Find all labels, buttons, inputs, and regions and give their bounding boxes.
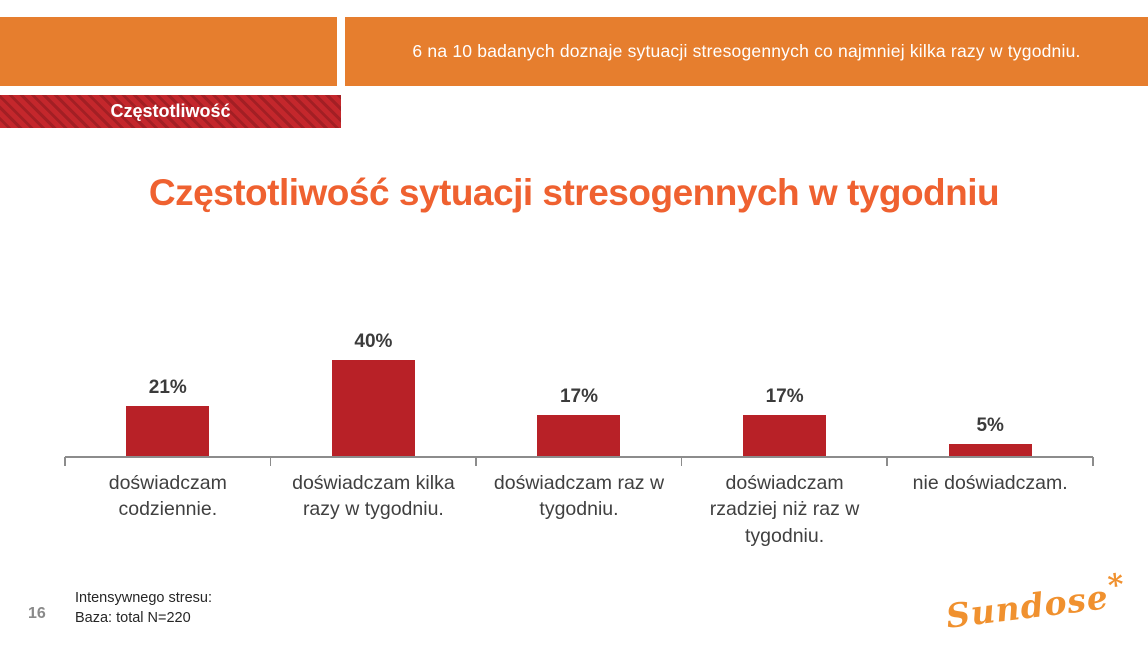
- plot-area: 21% 40% 17% 17% 5%: [65, 320, 1093, 458]
- axis-tick: [269, 457, 272, 466]
- axis-tick: [475, 457, 477, 466]
- banner-text: 6 na 10 badanych doznaje sytuacji streso…: [412, 41, 1081, 61]
- bar-value-label: 40%: [354, 331, 393, 352]
- footnote-line-2: Baza: total N=220: [75, 609, 191, 626]
- bar-value-label: 5%: [976, 415, 1004, 436]
- bar-column: 21%: [65, 377, 271, 456]
- bar-column: 17%: [682, 386, 888, 456]
- sundose-logo: Sundose*: [943, 567, 1129, 636]
- bar-value-label: 17%: [559, 386, 598, 408]
- bar: [331, 360, 415, 456]
- bar: [537, 415, 621, 456]
- ribbon-label: Częstotliwość: [110, 101, 231, 121]
- footnote-line-1: Intensywnego stresu:: [75, 590, 213, 606]
- category-label: doświadczam codziennie.: [108, 472, 227, 521]
- category-label: doświadczam kilka razy w tygodniu.: [292, 472, 455, 521]
- bar-column: 40%: [271, 331, 477, 456]
- bar: [948, 444, 1032, 456]
- bar: [743, 415, 827, 456]
- category-label: doświadczam rzadziej niż raz w tygodniu.: [709, 472, 860, 547]
- axis-tick: [886, 457, 888, 466]
- x-axis-labels: doświadczam codziennie. doświadczam kilka…: [64, 457, 1094, 549]
- bar-value-label: 21%: [148, 376, 187, 398]
- page-number: 16: [28, 605, 46, 622]
- header-left-block: [0, 17, 337, 86]
- category-label: nie doświadczam.: [912, 472, 1068, 494]
- logo-star-icon: *: [1105, 567, 1127, 604]
- chart-title: Częstotliwość sytuacji stresogennych w t…: [148, 172, 1000, 213]
- bar-chart: 21% 40% 17% 17% 5% doświadczam codziennie. do…: [64, 320, 1094, 549]
- logo-text: Sundose: [943, 577, 1111, 636]
- bar-column: 17%: [476, 386, 682, 456]
- section-ribbon: Częstotliwość: [0, 95, 341, 128]
- axis-tick: [680, 457, 683, 466]
- axis-tick: [1092, 457, 1094, 466]
- bar-column: 5%: [887, 415, 1093, 456]
- category-label: doświadczam raz w tygodniu.: [493, 472, 665, 521]
- header-banner: 6 na 10 badanych doznaje sytuacji streso…: [345, 17, 1148, 86]
- bar: [126, 405, 210, 456]
- axis-tick: [64, 457, 66, 466]
- footnote: Intensywnego stresu: Baza: total N=220: [75, 589, 212, 628]
- bar-value-label: 17%: [765, 386, 804, 408]
